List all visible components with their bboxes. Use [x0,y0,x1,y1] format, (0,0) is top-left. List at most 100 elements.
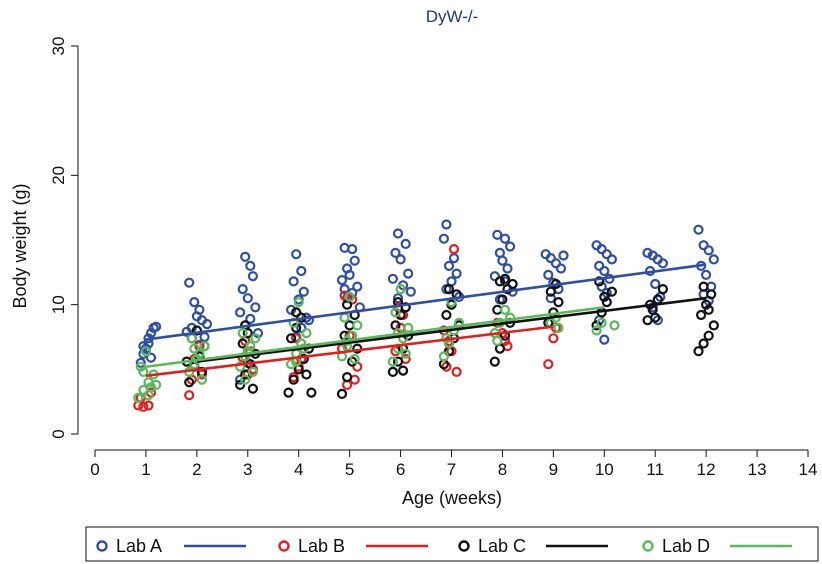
data-point [398,365,409,376]
data-point [349,255,360,266]
data-point [395,254,406,265]
data-point [609,320,620,331]
data-point [347,244,358,255]
data-point [235,361,246,372]
data-point [599,291,610,302]
data-point [698,240,709,251]
data-point [194,348,205,359]
data-point [184,277,195,288]
data-point [151,321,162,332]
x-tick-label: 10 [595,460,614,479]
data-point [245,260,256,271]
data-point [237,284,248,295]
data-point [339,312,350,323]
legend-label: Lab A [116,536,162,556]
data-point [543,359,554,370]
data-point [693,346,704,357]
x-axis: 0 1 2 3 4 5 6 7 8 9 10 11 12 13 14 [90,449,817,479]
data-point [594,260,605,271]
data-point [507,278,518,290]
data-point [395,309,406,321]
data-point [693,224,704,235]
y-axis: 0 10 20 30 [49,37,79,439]
data-point [199,341,210,352]
legend-label: Lab B [298,536,345,556]
data-point [596,281,607,292]
data-point [545,293,556,304]
data-point [650,312,661,323]
data-point [489,356,500,367]
data-point [553,297,564,308]
data-point [703,304,714,315]
data-point [352,281,363,292]
data-point [553,322,564,333]
data-point [657,258,669,269]
data-point [189,297,200,308]
data-point [250,302,261,313]
data-point [492,335,503,346]
data-point [642,247,653,258]
y-tick-label: 0 [49,429,68,438]
data-point [591,320,602,331]
data-point [184,377,195,388]
data-point [301,369,312,380]
data-point [708,254,719,265]
x-tick-label: 2 [192,460,201,479]
data-point [140,346,151,357]
data-point [548,333,559,344]
data-point [400,348,411,359]
data-point [706,289,717,300]
data-point [492,229,503,240]
data-point [448,244,460,255]
data-point [400,302,411,313]
data-point [181,326,192,337]
data-point [497,294,508,305]
data-point [145,352,157,363]
data-point [242,293,253,304]
data-point [247,383,258,394]
data-point [296,265,307,277]
data-point [143,390,154,401]
data-point [591,325,602,336]
data-point [700,299,712,310]
fit-lines [145,263,707,378]
data-point [438,233,449,244]
data-point [441,361,452,372]
x-tick-label: 4 [294,460,303,479]
data-point [403,268,414,279]
legend-label: Lab C [478,536,526,556]
x-axis-label: Age (weeks) [402,488,502,508]
data-point [201,319,213,330]
data-point [191,325,202,336]
data-point [599,334,610,345]
data-point [606,254,618,265]
data-point [138,401,149,412]
data-point [240,374,251,385]
data-point [387,273,398,284]
data-point [291,322,302,333]
data-point [489,271,500,282]
data-point [550,258,562,269]
data-point [252,328,264,339]
data-point [347,356,358,367]
data-point [240,251,251,262]
chart-title: DyW-/- [426,7,479,26]
data-point [543,269,554,280]
data-point [601,297,612,308]
data-point [650,278,661,290]
data-point [499,233,511,244]
legend-item: Lab C [458,536,608,556]
data-point [296,322,307,333]
data-point [288,276,299,287]
data-point [237,328,248,339]
data-point [390,307,401,318]
legend-item: Lab D [642,536,792,556]
data-point [395,284,406,295]
data-point [443,260,455,271]
data-point [596,244,607,255]
data-point [555,263,567,274]
y-axis-label: Body weight (g) [10,183,30,308]
x-tick-label: 0 [90,460,99,479]
data-point [652,315,663,326]
data-points [133,219,719,412]
